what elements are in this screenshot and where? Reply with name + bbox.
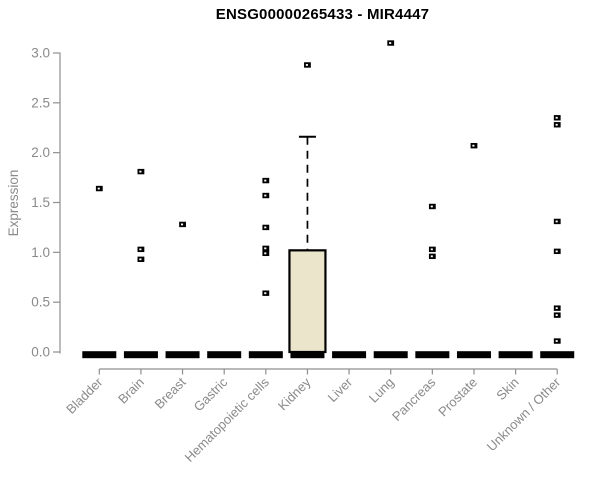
zero-median-bar: [373, 351, 408, 359]
data-point-center: [264, 292, 267, 295]
x-category-label: Brain: [115, 375, 147, 407]
data-point-center: [430, 255, 433, 258]
y-tick-label: 2.5: [31, 95, 50, 110]
data-point-center: [264, 252, 267, 255]
x-category-label: Bladder: [63, 374, 106, 417]
data-point-center: [389, 42, 392, 44]
zero-median-bar: [82, 351, 117, 359]
data-point-center: [555, 250, 558, 253]
x-category-label: Prostate: [435, 375, 480, 420]
zero-median-bar: [123, 351, 158, 359]
x-category-label: Lung: [366, 375, 397, 406]
zero-median-bar: [290, 351, 325, 359]
data-point-center: [555, 220, 558, 223]
zero-median-bar: [540, 351, 575, 359]
data-point-center: [555, 314, 558, 317]
data-point-center: [555, 307, 558, 310]
y-tick-label: 0.0: [31, 345, 50, 360]
zero-median-bar: [165, 351, 200, 359]
data-point-center: [430, 205, 433, 208]
zero-median-bar: [332, 351, 367, 359]
data-point-center: [139, 170, 142, 173]
data-point-center: [139, 258, 142, 261]
y-tick-label: 3.0: [31, 46, 50, 61]
data-point-center: [264, 194, 267, 197]
zero-median-bar: [207, 351, 242, 359]
data-point-center: [430, 248, 433, 251]
chart-title: ENSG00000265433 - MIR4447: [215, 6, 430, 23]
zero-median-bar: [498, 351, 533, 359]
x-category-label: Unknown / Other: [484, 374, 564, 454]
data-point-center: [264, 247, 267, 250]
x-category-label: Gastric: [191, 374, 231, 414]
zero-median-bar: [248, 351, 283, 359]
x-category-label: Pancreas: [389, 374, 439, 424]
x-category-label: Skin: [493, 375, 521, 403]
x-category-label: Breast: [152, 374, 189, 411]
data-point-center: [264, 226, 267, 229]
data-point-center: [180, 223, 184, 226]
data-point-center: [139, 248, 142, 251]
y-tick-label: 2.0: [31, 145, 50, 160]
y-tick-label: 1.0: [31, 245, 50, 260]
data-point-center: [97, 187, 100, 190]
x-category-label: Liver: [325, 374, 356, 405]
zero-median-bar: [456, 351, 491, 359]
data-point-center: [264, 179, 267, 182]
data-point-center: [472, 144, 475, 147]
y-tick-label: 1.5: [31, 195, 50, 210]
box-Kidney: [288, 249, 327, 354]
zero-median-bar: [415, 351, 450, 359]
y-tick-label: 0.5: [31, 295, 50, 310]
data-point-center: [555, 340, 558, 342]
data-point-center: [555, 116, 558, 119]
x-category-label: Kidney: [275, 374, 314, 413]
data-point-center: [305, 64, 308, 66]
data-point-center: [555, 123, 558, 126]
